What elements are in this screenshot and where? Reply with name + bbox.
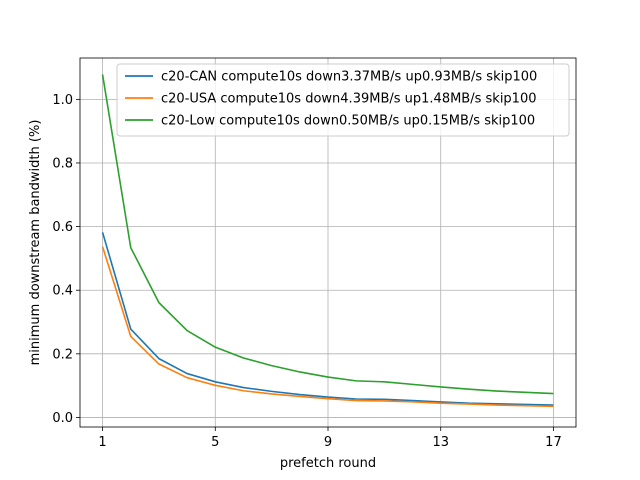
- legend-frame: [116, 63, 570, 137]
- x-tick-label: 17: [545, 435, 562, 450]
- ticks: 1 5 9 13 17 0.0 0.2 0.4 0.6 0.8 1.0: [52, 93, 561, 450]
- y-tick-label: 1.0: [52, 93, 73, 108]
- y-tick-label: 0.8: [52, 156, 73, 171]
- y-tick-label: 0.2: [52, 347, 73, 362]
- series-lines: [101, 74, 554, 408]
- y-tick-label: 0.0: [52, 411, 73, 426]
- legend: c20-CAN compute10s down3.37MB/s up0.93MB…: [116, 63, 570, 137]
- legend-label: c20-CAN compute10s down3.37MB/s up0.93MB…: [161, 70, 537, 85]
- y-axis-label: minimum downstream bandwidth (%): [28, 120, 43, 366]
- x-tick-label: 13: [432, 435, 449, 450]
- y-tick-label: 0.6: [52, 220, 73, 235]
- series-line-1: [101, 232, 554, 406]
- x-tick-label: 1: [98, 435, 106, 450]
- legend-label: c20-Low compute10s down0.50MB/s up0.15MB…: [161, 114, 535, 129]
- y-tick-label: 0.4: [52, 284, 73, 299]
- x-axis-label: prefetch round: [280, 456, 376, 471]
- series-line-3: [101, 74, 554, 395]
- x-tick-label: 5: [211, 435, 219, 450]
- series-line-2: [101, 246, 554, 408]
- x-tick-label: 9: [324, 435, 332, 450]
- legend-label: c20-USA compute10s down4.39MB/s up1.48MB…: [161, 92, 537, 107]
